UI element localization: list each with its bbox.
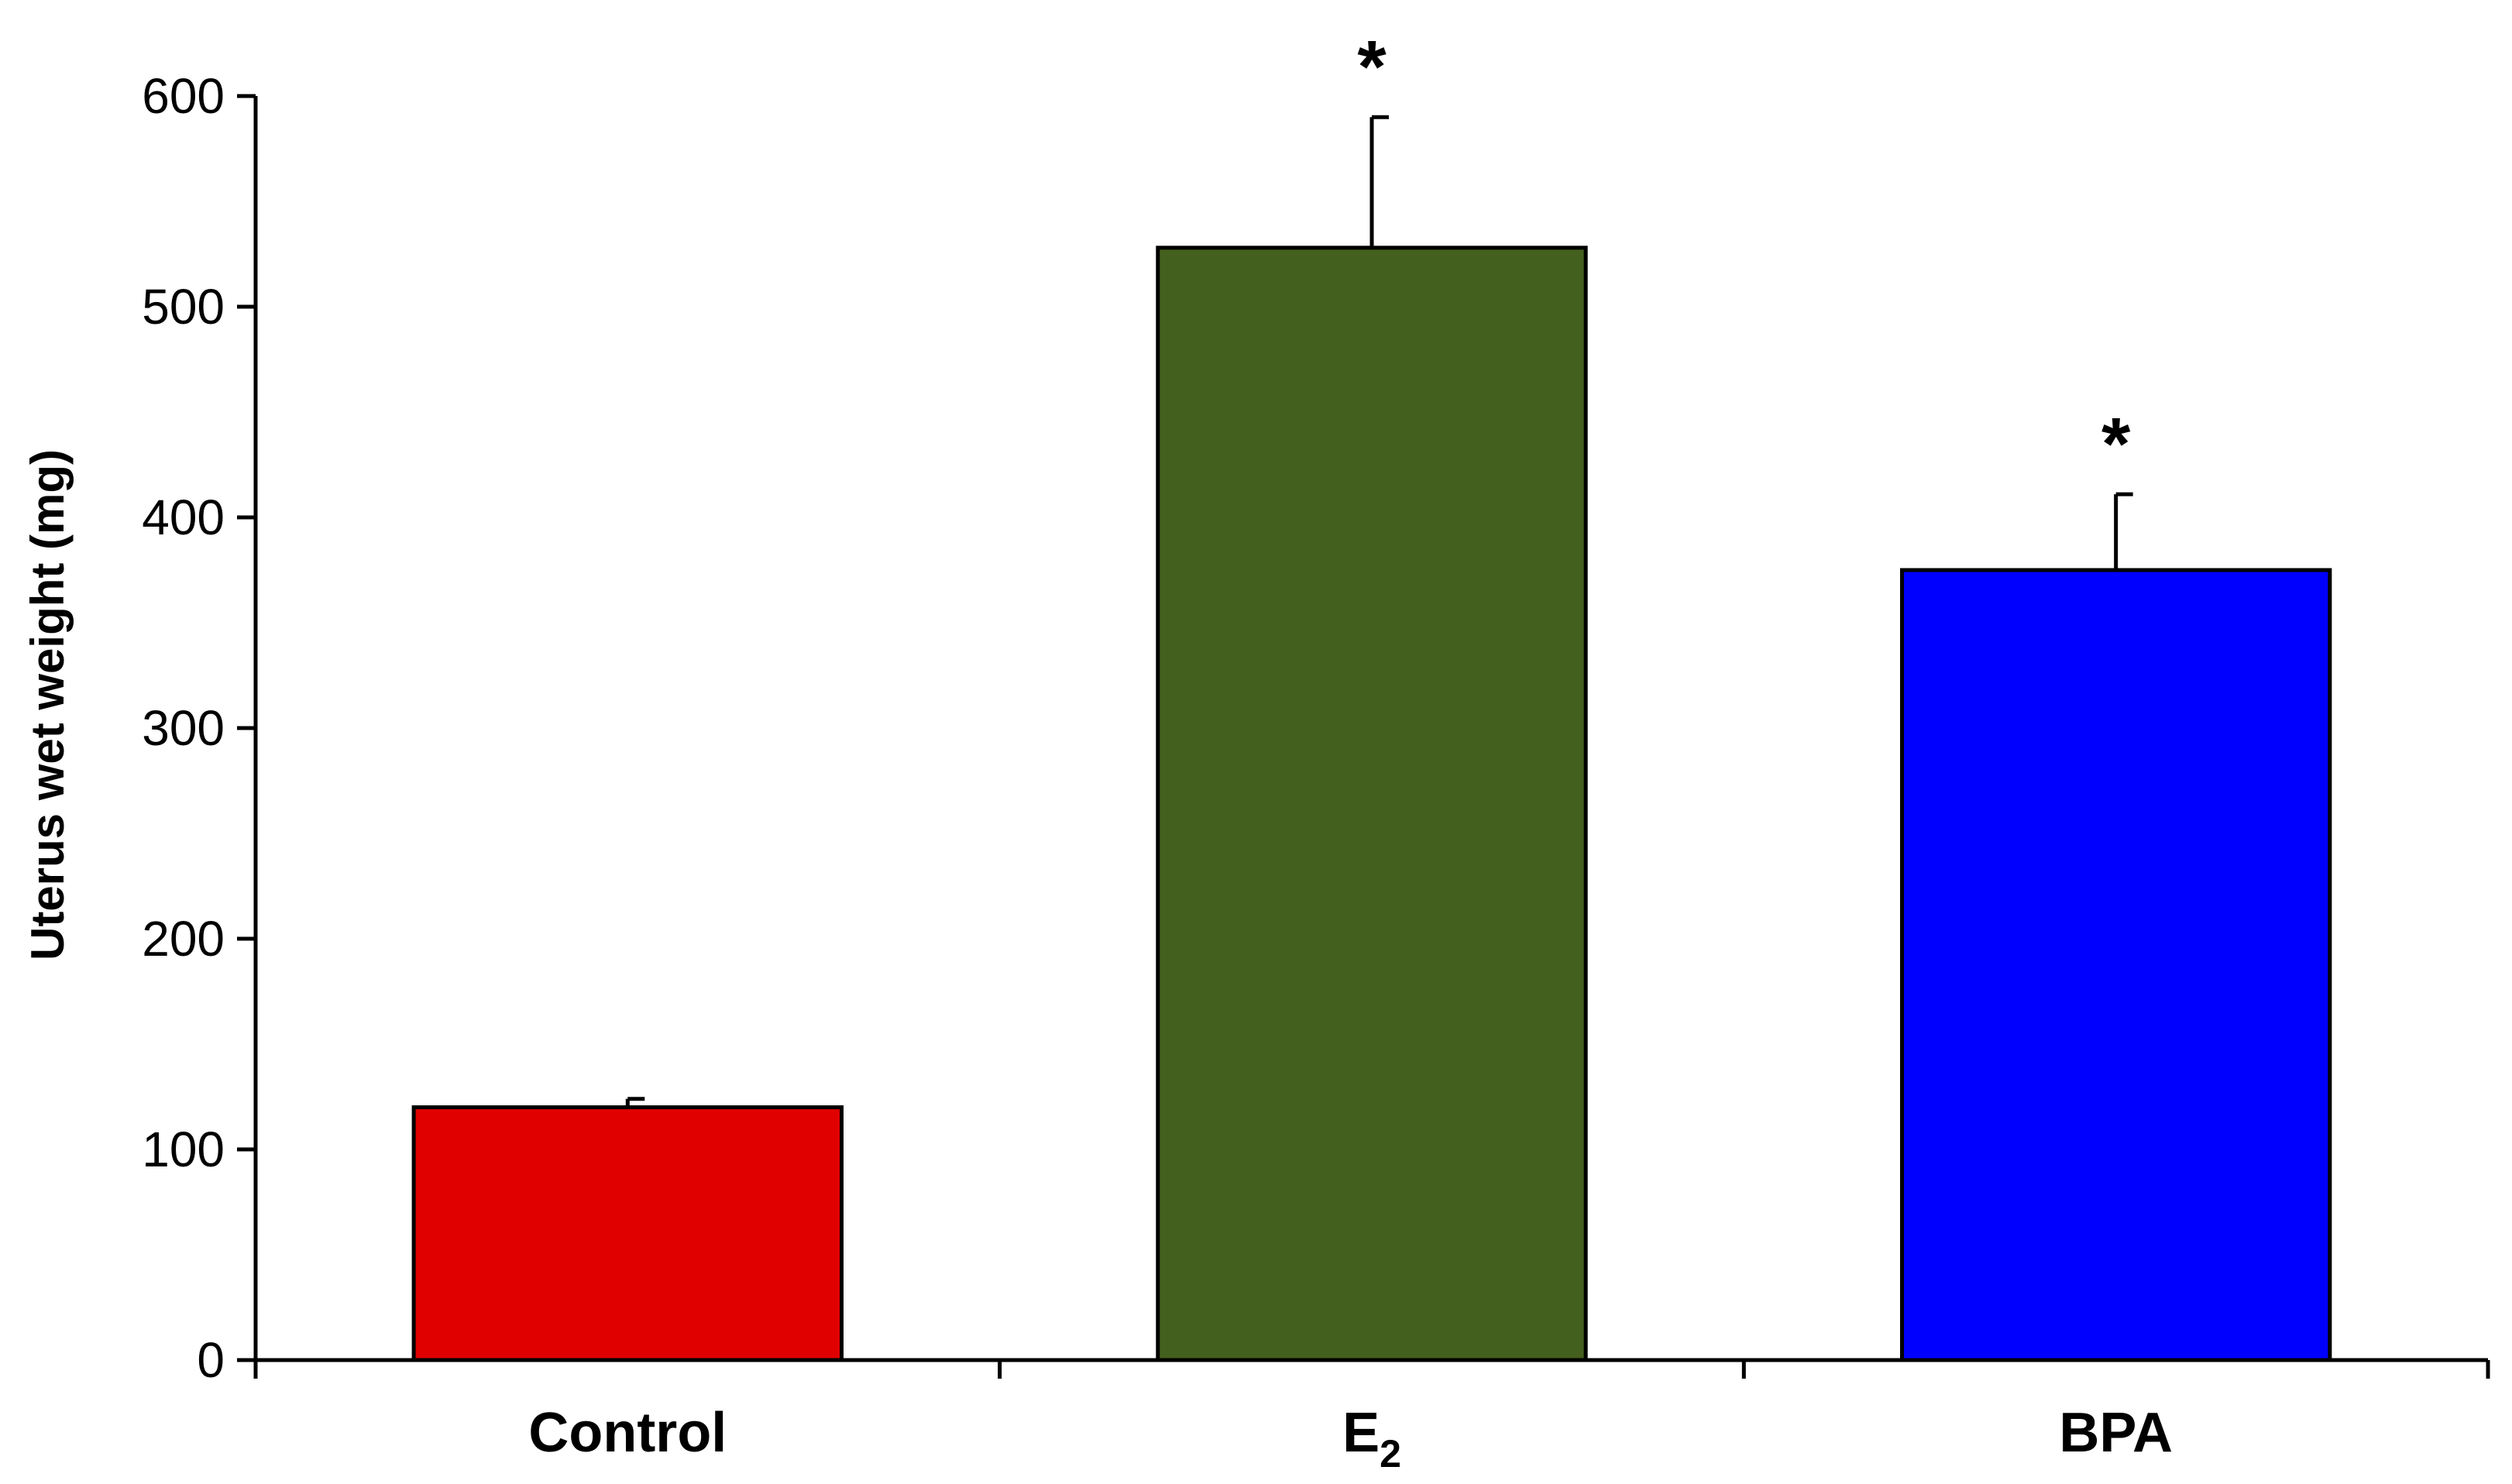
- y-axis-title: Uterus wet weight (mg): [22, 449, 74, 960]
- y-tick-label: 200: [142, 911, 225, 967]
- bar-e2: [1156, 246, 1588, 1362]
- x-category-label: BPA: [2059, 1402, 2173, 1464]
- y-tick-label: 400: [142, 490, 225, 545]
- significance-marker: *: [1357, 26, 1387, 108]
- significance-marker: *: [2101, 403, 2131, 486]
- y-axis-ticks: 0 100 200 300 400 500 600: [142, 68, 256, 1388]
- error-bars: **: [625, 26, 2133, 1108]
- x-category-label: E2: [1342, 1402, 1401, 1475]
- x-category-label-subscript: 2: [1380, 1432, 1401, 1475]
- bars: [411, 246, 2332, 1362]
- y-tick-label: 500: [142, 279, 225, 335]
- y-tick-label: 0: [197, 1332, 225, 1388]
- y-tick-label: 600: [142, 68, 225, 124]
- category-labels: Control E2 BPA: [253, 1360, 2490, 1475]
- x-category-label-main: E: [1342, 1402, 1380, 1464]
- y-tick-label: 300: [142, 700, 225, 756]
- bar-control: [411, 1105, 844, 1362]
- x-category-label-main: BPA: [2059, 1402, 2173, 1464]
- x-category-label-main: Control: [528, 1402, 727, 1464]
- x-category-label: Control: [528, 1402, 727, 1464]
- bar-bpa: [1899, 568, 2332, 1362]
- y-tick-label: 100: [142, 1122, 225, 1177]
